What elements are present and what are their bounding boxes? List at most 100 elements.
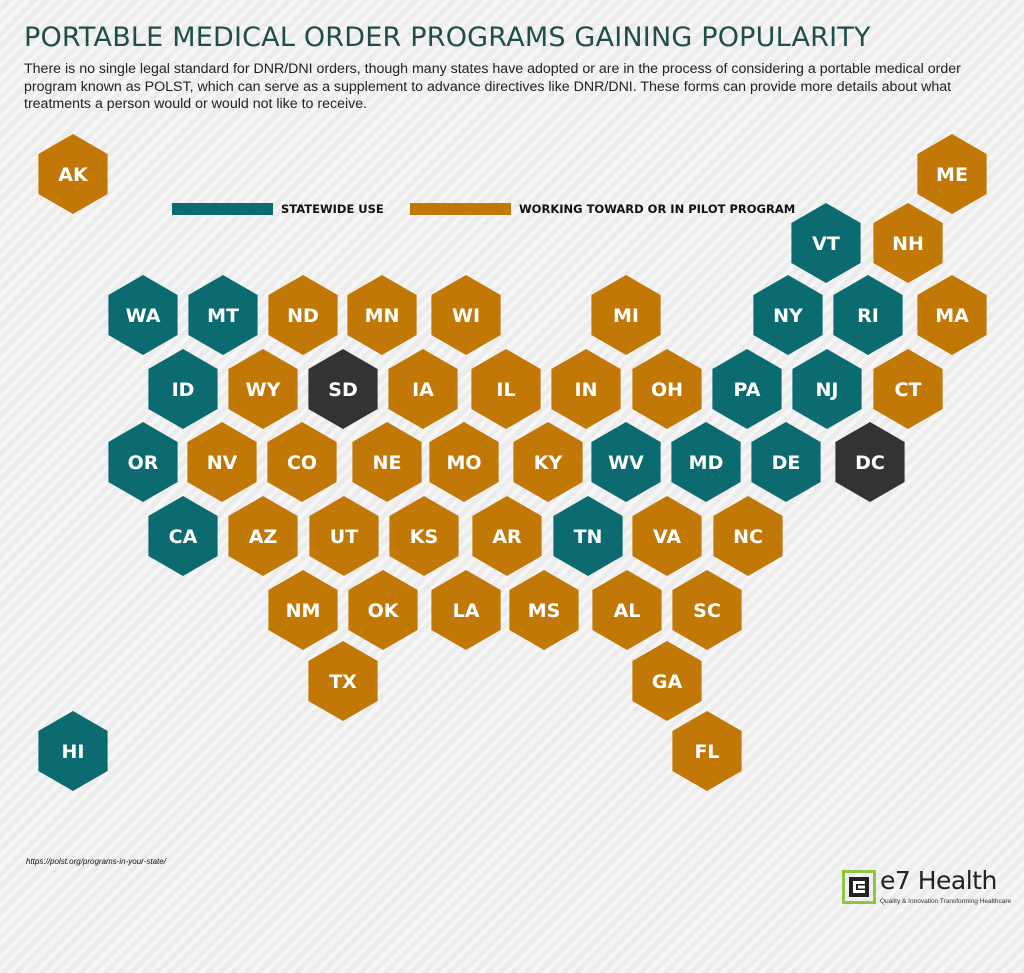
state-hex-shape — [792, 349, 862, 429]
state-hex-md: MD — [671, 422, 741, 502]
state-label: OH — [651, 379, 683, 401]
state-label: AR — [492, 526, 522, 548]
state-label: DC — [855, 452, 885, 474]
state-hex-shape — [431, 570, 501, 650]
logo-tagline: Quality & Innovation Transforming Health… — [880, 898, 1012, 905]
source-citation: https://polst.org/programs-in-your-state… — [26, 857, 166, 866]
state-hex-shape — [591, 422, 661, 502]
state-hex-wy: WY — [228, 349, 298, 429]
state-hex-ny: NY — [753, 275, 823, 355]
state-hex-shape — [917, 275, 987, 355]
state-label: KS — [410, 526, 438, 548]
state-hex-shape — [873, 349, 943, 429]
state-hex-wi: WI — [431, 275, 501, 355]
state-hex-shape — [388, 349, 458, 429]
state-hex-me: ME — [917, 134, 987, 214]
legend-statewide: STATEWIDE USE — [172, 201, 392, 217]
state-label: ID — [172, 379, 195, 401]
state-hex-shape — [38, 711, 108, 791]
state-label: WY — [246, 379, 281, 401]
state-label: TN — [574, 526, 603, 548]
state-label: RI — [857, 305, 879, 327]
state-hex-shape — [308, 349, 378, 429]
state-hex-shape — [753, 275, 823, 355]
state-label: DE — [772, 452, 801, 474]
state-hex-id: ID — [148, 349, 218, 429]
state-label: IA — [412, 379, 434, 401]
state-label: NV — [207, 452, 238, 474]
state-hex-nv: NV — [187, 422, 257, 502]
state-hex-pa: PA — [712, 349, 782, 429]
state-hex-mo: MO — [429, 422, 499, 502]
state-label: SC — [693, 600, 721, 622]
state-hex-shape — [632, 496, 702, 576]
state-hex-shape — [108, 275, 178, 355]
state-hex-co: CO — [267, 422, 337, 502]
state-hex-shape — [352, 422, 422, 502]
state-hex-shape — [187, 422, 257, 502]
state-label: NJ — [816, 379, 839, 401]
state-hex-ok: OK — [348, 570, 418, 650]
state-hex-sc: SC — [672, 570, 742, 650]
state-hex-shape — [632, 349, 702, 429]
legend-working: WORKING TOWARD OR IN PILOT PROGRAM — [410, 201, 795, 217]
state-hex-vt: VT — [791, 203, 861, 283]
state-hex-ms: MS — [509, 570, 579, 650]
state-label: CA — [169, 526, 198, 548]
state-label: AK — [58, 164, 89, 186]
state-hex-la: LA — [431, 570, 501, 650]
state-hex-shape — [917, 134, 987, 214]
state-label: WI — [452, 305, 480, 327]
state-hex-shape — [188, 275, 258, 355]
state-hex-nd: ND — [268, 275, 338, 355]
state-label: VA — [653, 526, 681, 548]
state-label: SD — [328, 379, 357, 401]
state-hex-ct: CT — [873, 349, 943, 429]
state-label: CO — [287, 452, 317, 474]
state-hex-shape — [148, 496, 218, 576]
state-hex-ma: MA — [917, 275, 987, 355]
state-label: VT — [812, 233, 840, 255]
state-hex-shape — [592, 570, 662, 650]
state-label: NE — [373, 452, 402, 474]
legend-swatch-working — [410, 203, 511, 215]
state-hex-va: VA — [632, 496, 702, 576]
state-hex-de: DE — [751, 422, 821, 502]
state-label: MN — [365, 305, 400, 327]
state-hex-shape — [751, 422, 821, 502]
state-label: WA — [126, 305, 161, 327]
state-hex-ak: AK — [38, 134, 108, 214]
state-label: CT — [895, 379, 922, 401]
state-label: OR — [128, 452, 159, 474]
state-hex-mt: MT — [188, 275, 258, 355]
state-label: MA — [935, 305, 969, 327]
state-hex-shape — [553, 496, 623, 576]
state-hex-shape — [713, 496, 783, 576]
state-hex-shape — [671, 422, 741, 502]
state-hex-mi: MI — [591, 275, 661, 355]
state-label: ND — [287, 305, 319, 327]
state-label: HI — [62, 741, 85, 763]
state-hex-nm: NM — [268, 570, 338, 650]
state-hex-shape — [672, 570, 742, 650]
state-label: IN — [575, 379, 598, 401]
state-hex-hi: HI — [38, 711, 108, 791]
state-hex-shape — [348, 570, 418, 650]
state-hex-shape — [228, 349, 298, 429]
state-hex-nh: NH — [873, 203, 943, 283]
state-hex-al: AL — [592, 570, 662, 650]
state-label: PA — [734, 379, 761, 401]
state-label: FL — [694, 741, 719, 763]
state-hex-shape — [472, 496, 542, 576]
state-hex-ky: KY — [513, 422, 583, 502]
state-label: GA — [652, 671, 683, 693]
state-label: TX — [329, 671, 357, 693]
state-hex-shape — [672, 711, 742, 791]
state-hex-shape — [148, 349, 218, 429]
state-label: KY — [534, 452, 563, 474]
state-label: ME — [936, 164, 968, 186]
state-hex-shape — [228, 496, 298, 576]
state-hex-shape — [268, 275, 338, 355]
state-hex-ia: IA — [388, 349, 458, 429]
